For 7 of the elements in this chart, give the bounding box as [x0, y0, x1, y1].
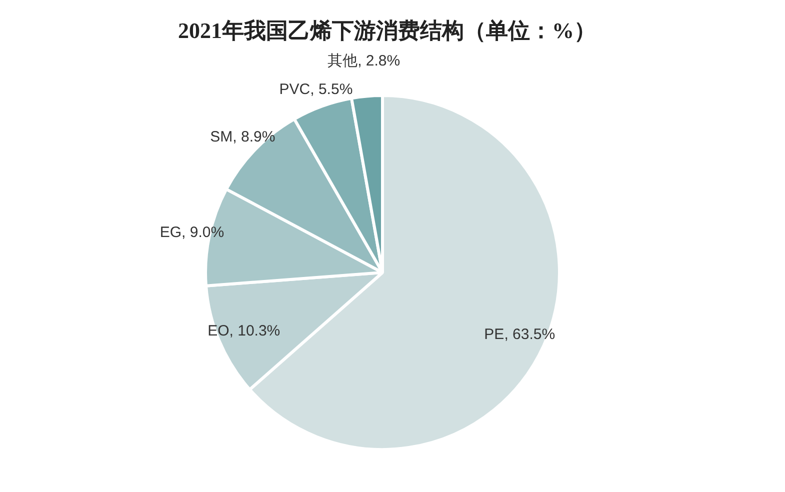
slice-label: PVC, 5.5%	[279, 81, 353, 98]
slice-label: SM, 8.9%	[210, 128, 276, 146]
slice-label: EG, 9.0%	[160, 224, 224, 241]
slice-label: 其他, 2.8%	[328, 52, 400, 70]
slice-label: PE, 63.5%	[484, 326, 556, 343]
slice-label: EO, 10.3%	[208, 322, 280, 340]
chart-title: 2021年我国乙烯下游消费结构（单位：%）	[178, 18, 596, 43]
